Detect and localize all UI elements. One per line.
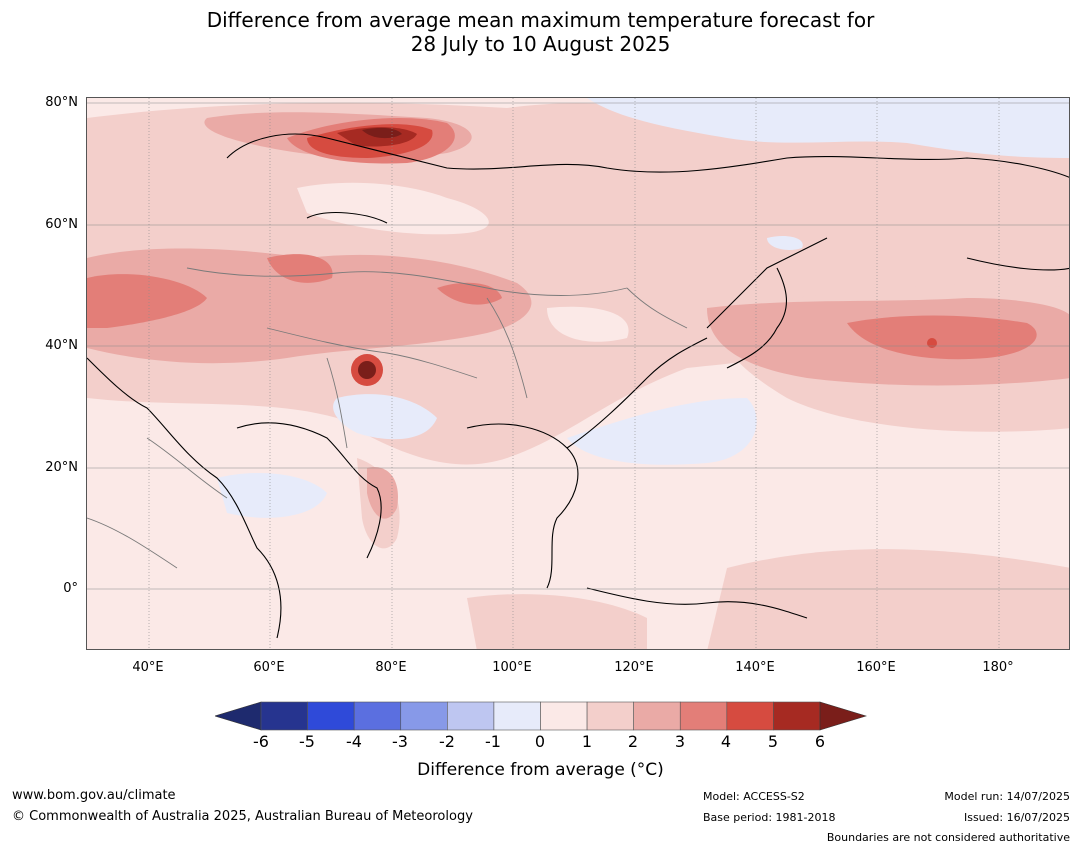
colorbar-tick: -6	[253, 732, 269, 751]
hotspot-pacific	[927, 338, 937, 348]
colorbar-cell	[260, 701, 308, 731]
lat-label-60n: 60°N	[45, 217, 78, 232]
footer-issued: Issued: 16/07/2025	[963, 811, 1070, 824]
colorbar-cells	[260, 701, 821, 731]
colorbar-cell	[353, 701, 402, 731]
graticule	[87, 98, 1069, 649]
blue-patch-pacific	[567, 398, 757, 465]
colorbar-tick: -2	[439, 732, 455, 751]
white-patch-siberia	[297, 182, 489, 235]
colorbar-cell	[726, 701, 774, 731]
anomaly-1-2-southeast	[707, 549, 1069, 649]
lon-label-160e: 160°E	[856, 660, 896, 675]
anomaly-3-4-kaz	[267, 254, 333, 283]
colorbar-extend-low	[215, 701, 262, 731]
blue-patch-arabia	[217, 473, 327, 518]
colorbar-cell	[679, 701, 728, 731]
map-svg	[87, 98, 1069, 649]
lon-label-180: 180°	[982, 660, 1014, 675]
coastlines	[87, 133, 1069, 639]
colorbar-cell	[400, 701, 448, 731]
lon-label-140e: 140°E	[735, 660, 775, 675]
title-line-2: 28 July to 10 August 2025	[410, 32, 671, 56]
colorbar-tick: 2	[627, 732, 639, 751]
anomaly-6-plus-kara	[362, 127, 402, 139]
footer-base-period: Base period: 1981-2018	[703, 811, 836, 824]
lon-label-100e: 100°E	[492, 660, 532, 675]
colorbar-extend-high	[819, 701, 867, 731]
lat-label-40n: 40°N	[45, 338, 78, 353]
lon-label-40e: 40°E	[132, 660, 164, 675]
colorbar-tick: -3	[392, 732, 408, 751]
colorbar-tick: 6	[814, 732, 826, 751]
colorbar-tick: -4	[346, 732, 362, 751]
colorbar-tick: 1	[581, 732, 593, 751]
white-patch-africa	[87, 475, 217, 649]
colorbar-tick: -1	[485, 732, 501, 751]
colorbar-cell	[773, 701, 821, 731]
lon-label-80e: 80°E	[375, 660, 407, 675]
anomaly-3-4-mongolia	[437, 282, 502, 305]
blue-patch-tibet	[333, 394, 437, 440]
blue-patch-arctic	[587, 98, 1069, 158]
temperature-anomaly-map	[86, 97, 1070, 650]
white-patch-centralasia	[547, 306, 629, 342]
footer-disclaimer: Boundaries are not considered authoritat…	[826, 831, 1070, 844]
anomaly-3-4-pacific	[847, 315, 1037, 360]
colorbar-cell	[586, 701, 634, 731]
colorbar-cell	[447, 701, 495, 731]
lat-label-20n: 20°N	[45, 460, 78, 475]
colorbar-tick: 3	[674, 732, 686, 751]
anomaly-2-3-europe	[87, 248, 532, 364]
lat-label-80n: 80°N	[45, 95, 78, 110]
colorbar-label: Difference from average (°C)	[417, 760, 664, 780]
footer-model-run: Model run: 14/07/2025	[944, 790, 1070, 803]
anomaly-2-3-india	[367, 467, 398, 519]
colorbar-tick: 5	[767, 732, 779, 751]
colorbar-cell	[633, 701, 681, 731]
colorbar-cell	[307, 701, 355, 731]
lat-label-0: 0°	[63, 581, 78, 596]
colorbar-tick: 4	[720, 732, 732, 751]
colorbar-cell	[493, 701, 541, 731]
chart-title: Difference from average mean maximum tem…	[0, 8, 1081, 56]
footer-copyright: © Commonwealth of Australia 2025, Austra…	[12, 809, 473, 824]
blue-patch-japan	[767, 236, 803, 250]
lon-label-60e: 60°E	[253, 660, 285, 675]
anomaly-3-4-west	[87, 274, 207, 328]
anomaly-1-2-south	[467, 594, 647, 649]
footer-model: Model: ACCESS-S2	[703, 790, 805, 803]
title-line-1: Difference from average mean maximum tem…	[206, 8, 875, 32]
footer-url[interactable]: www.bom.gov.au/climate	[12, 788, 176, 803]
colorbar	[215, 701, 867, 731]
colorbar-tick: -5	[299, 732, 315, 751]
colorbar-cell	[540, 701, 588, 731]
colorbar-tick: 0	[534, 732, 546, 751]
lon-label-120e: 120°E	[614, 660, 654, 675]
hotspot-himalaya-inner	[358, 361, 376, 379]
